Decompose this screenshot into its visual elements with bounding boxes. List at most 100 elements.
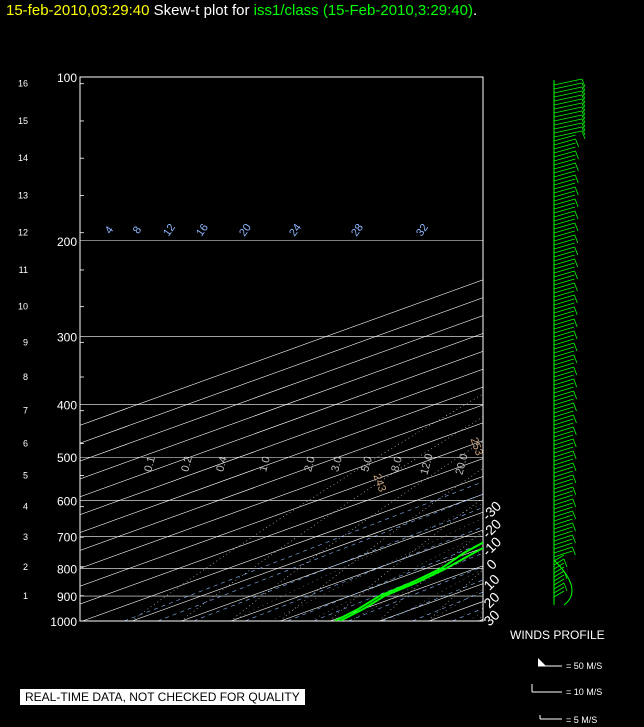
wind-barb — [553, 534, 573, 542]
wind-barb — [553, 502, 573, 510]
pressure-tick-label: 600 — [57, 494, 77, 508]
wind-barb — [553, 226, 575, 234]
wind-barb-feather — [581, 114, 586, 124]
wind-barb — [553, 298, 575, 306]
wind-barb — [553, 178, 576, 186]
pressure-tick-label: 500 — [57, 451, 77, 465]
wind-barb — [553, 446, 574, 454]
isotherm-line — [578, 77, 644, 621]
wind-barb-feather — [573, 414, 577, 424]
isotherm-line — [80, 351, 483, 498]
wind-barb — [553, 470, 574, 478]
wind-barb — [553, 590, 565, 598]
moist-adiabat — [349, 550, 483, 621]
wind-barb — [553, 162, 576, 170]
wind-barb-feather — [563, 582, 568, 592]
wind-barb-feather — [573, 318, 578, 328]
wind-barb — [553, 290, 575, 298]
wind-barb — [553, 538, 573, 546]
wind-barb — [553, 102, 583, 110]
dry-adiabat — [378, 530, 483, 621]
mixing-ratio-label: 20 — [237, 222, 254, 239]
wind-barb — [553, 390, 574, 398]
wind-barb — [553, 82, 583, 90]
wind-barb-feather — [581, 118, 586, 128]
isotherm-line — [80, 297, 483, 444]
wind-barb — [553, 282, 575, 290]
wind-barb — [553, 122, 583, 130]
wind-barb — [553, 554, 565, 562]
dry-adiabat — [230, 441, 483, 621]
dry-adiabat — [626, 77, 644, 621]
wind-barb — [553, 94, 583, 102]
dry-adiabat — [477, 615, 483, 621]
wind-barb — [553, 430, 574, 438]
mixing-ratio-line — [287, 542, 483, 621]
wind-barb — [553, 286, 575, 294]
wind-barb — [553, 230, 575, 238]
wind-barb — [553, 310, 575, 318]
wind-barb-feather — [574, 222, 579, 232]
wind-barb — [553, 130, 583, 138]
isotherm-line — [82, 476, 483, 621]
wind-barb-feather — [575, 150, 579, 160]
mixing-ratio-label: 5.0 — [359, 455, 375, 473]
wind-barb — [553, 574, 565, 582]
wind-barb-feather — [581, 98, 586, 108]
wind-barb — [553, 322, 575, 330]
mixing-ratio-label: 8.0 — [389, 455, 405, 473]
wind-barb-feather — [573, 330, 578, 340]
wind-barb — [553, 262, 575, 270]
wind-barb — [553, 294, 575, 302]
pressure-tick-label: 300 — [57, 331, 77, 345]
wind-barb — [553, 186, 576, 194]
temperature-profile — [339, 546, 483, 621]
wind-barb — [553, 150, 576, 158]
wind-barb — [553, 422, 574, 430]
wind-barb — [553, 146, 576, 154]
wind-barb — [553, 258, 575, 266]
wind-barb — [553, 370, 574, 378]
wind-barb — [553, 238, 575, 246]
height-tick-label: 11 — [19, 265, 28, 275]
wind-barb — [553, 582, 565, 590]
wind-barb — [553, 474, 574, 482]
wind-barb — [553, 110, 583, 118]
wind-barb — [553, 486, 573, 494]
wind-barb — [553, 462, 574, 470]
mixing-ratio-line — [412, 591, 483, 621]
wind-barb — [553, 346, 575, 354]
wind-barb — [553, 406, 574, 414]
wind-barb — [553, 482, 573, 490]
wind-barb — [553, 374, 574, 382]
wind-barb — [553, 278, 575, 286]
mixing-ratio-label: 3.0 — [329, 455, 345, 473]
wind-barb — [553, 426, 574, 434]
wind-barb-feather — [572, 534, 576, 544]
wind-barb — [553, 434, 574, 442]
wind-barb-feather — [573, 354, 578, 364]
wind-barb-feather — [572, 438, 577, 448]
moist-adiabat — [230, 503, 483, 621]
wind-barb — [553, 194, 576, 202]
wind-legend-5: = 5 M/S — [566, 715, 598, 725]
wind-barb-feather — [574, 258, 578, 268]
wind-barb — [553, 478, 574, 486]
dry-adiabat — [577, 77, 644, 621]
wind-barb — [553, 210, 576, 218]
wind-barb — [553, 586, 565, 594]
wind-barb — [553, 246, 575, 254]
legend-barb-50 — [538, 658, 546, 666]
height-tick-label: 8 — [23, 372, 28, 382]
wind-barb — [553, 458, 574, 466]
wind-barb — [553, 266, 575, 274]
wind-barb-feather — [571, 546, 576, 556]
isotherm-line — [80, 458, 483, 605]
dewpoint-profile — [334, 541, 483, 621]
wind-barb-feather — [574, 198, 579, 208]
wind-barb-feather — [581, 78, 586, 88]
wind-barb — [553, 118, 583, 126]
height-tick-label: 13 — [18, 190, 28, 200]
mixing-ratio-line — [313, 552, 483, 621]
wind-barb-feather — [574, 282, 578, 292]
